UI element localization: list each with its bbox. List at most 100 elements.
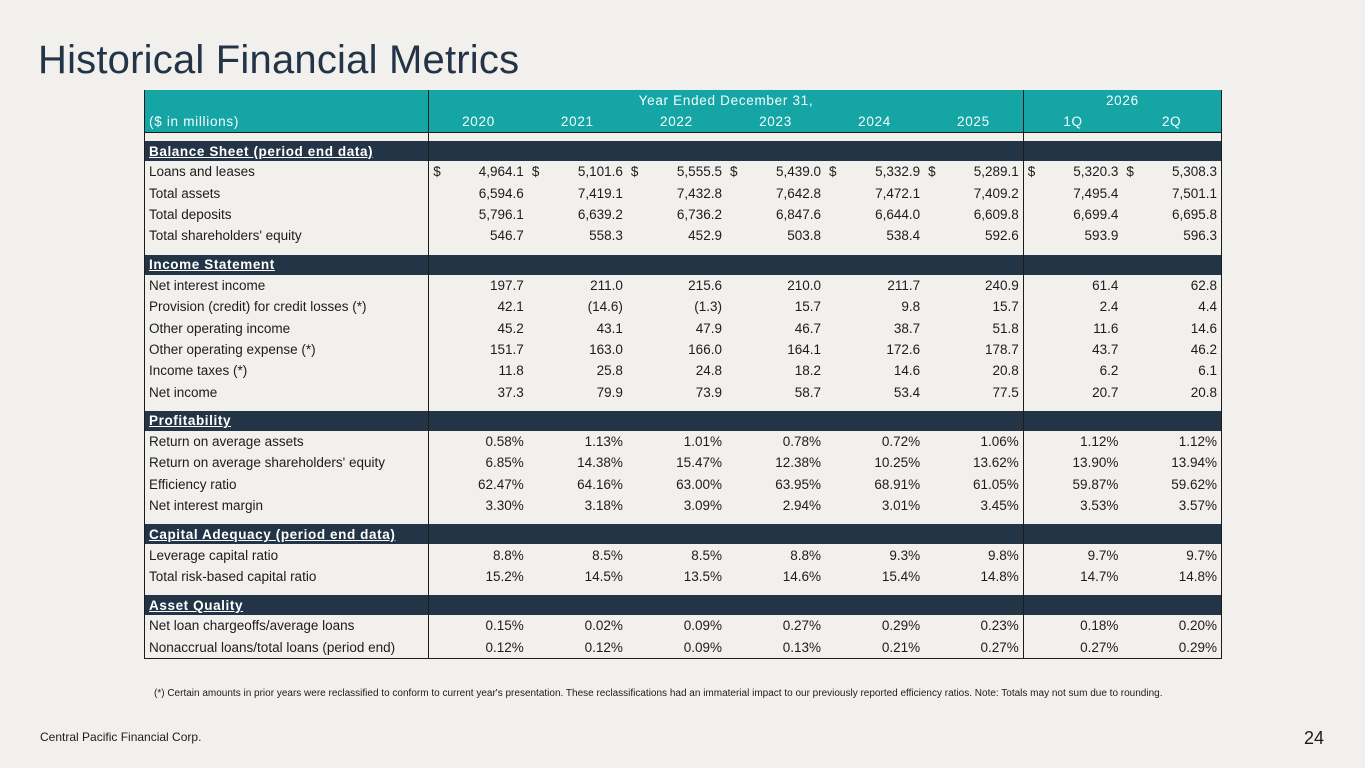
- value-cell: 62.8: [1122, 274, 1223, 296]
- value-cell: $5,320.3: [1022, 161, 1123, 183]
- value-cell: 53.4: [893, 384, 921, 400]
- value-cell: 0.27%: [782, 618, 822, 634]
- value-cell: 558.3: [589, 228, 623, 244]
- value-cell: 210.0: [787, 277, 822, 293]
- value-cell: 0.27%: [924, 636, 1024, 660]
- value-cell: 6,594.6: [428, 182, 528, 204]
- cell-value: 5,289.1: [973, 164, 1019, 180]
- header-interim-group: 2026: [1022, 90, 1223, 111]
- value-cell: 6,699.4: [1022, 203, 1123, 226]
- section-label: Asset Quality: [143, 595, 429, 616]
- value-cell: 6,847.6: [776, 206, 822, 222]
- value-cell: 5,796.1: [428, 203, 528, 226]
- value-cell: 0.27%: [1022, 636, 1123, 660]
- value-cell: 9.7%: [1022, 544, 1123, 566]
- value-cell: $5,101.6: [528, 161, 627, 182]
- cell-value: 5,332.9: [875, 164, 921, 180]
- header-blank-cell: [143, 90, 429, 111]
- value-cell: 3.30%: [428, 495, 528, 517]
- dollar-sign: $: [630, 164, 639, 180]
- dollar-sign: $: [531, 164, 540, 180]
- value-cell: 240.9: [984, 277, 1019, 293]
- table-row: Income taxes (*) 11.8 25.8 24.8 18.2 14.6 20.8…: [143, 360, 1223, 382]
- value-cell: 503.8: [787, 228, 822, 244]
- value-cell: 61.05%: [972, 476, 1019, 492]
- row-label: Efficiency ratio: [143, 473, 429, 496]
- value-cell: 64.16%: [577, 476, 623, 492]
- value-cell: 45.2: [428, 317, 528, 339]
- spacer-row: [143, 587, 1223, 596]
- cell-value: 5,308.3: [1171, 164, 1217, 180]
- value-cell: 0.12%: [527, 636, 627, 660]
- value-cell: 6,736.2: [676, 206, 722, 222]
- value-cell: 0.78%: [782, 434, 822, 450]
- section-header-row: Capital Adequacy (period end data): [143, 524, 1223, 545]
- value-cell: 11.6: [1022, 317, 1123, 339]
- dollar-value: $5,308.3: [1126, 164, 1217, 179]
- table-row: Total shareholders' equity 546.7 558.3 452.…: [143, 225, 1223, 247]
- value-cell: 0.18%: [1022, 615, 1123, 637]
- header-annual-group: Year Ended December 31,: [428, 90, 1024, 111]
- value-cell: 163.0: [589, 341, 623, 357]
- dollar-sign: $: [1027, 164, 1036, 180]
- cell-value: 5,320.3: [1073, 164, 1119, 180]
- value-cell: 7,409.2: [973, 185, 1019, 201]
- section-header-row: Profitability: [143, 410, 1223, 431]
- value-cell: 9.8: [901, 299, 921, 315]
- value-cell: 15.7: [992, 299, 1019, 315]
- value-cell: 197.7: [428, 274, 528, 296]
- value-cell: 61.4: [1022, 274, 1123, 296]
- value-cell: 77.5: [992, 384, 1019, 400]
- value-cell: 178.7: [984, 341, 1019, 357]
- value-cell: 13.62%: [972, 455, 1019, 471]
- dollar-value: $5,555.5: [631, 164, 722, 179]
- value-cell: 0.29%: [881, 618, 921, 634]
- value-cell: 4.4: [1122, 295, 1223, 318]
- value-cell: 166.0: [688, 341, 722, 357]
- value-cell: 15.4%: [881, 569, 921, 585]
- value-cell: 14.6: [1122, 317, 1223, 339]
- value-cell: 6.85%: [428, 452, 528, 474]
- value-cell: 20.7: [1022, 381, 1123, 403]
- row-label: Provision (credit) for credit losses (*): [143, 295, 429, 318]
- cell-value: 4,964.1: [478, 164, 524, 180]
- dollar-sign: $: [928, 164, 936, 180]
- value-cell: 1.06%: [980, 434, 1019, 450]
- value-cell: 0.12%: [428, 636, 528, 660]
- value-cell: 62.47%: [428, 473, 528, 496]
- value-cell: 1.12%: [1122, 430, 1223, 453]
- row-label: Total assets: [143, 182, 429, 204]
- cell-value: 5,101.6: [577, 164, 623, 180]
- value-cell: 13.5%: [683, 569, 722, 585]
- value-cell: 59.87%: [1022, 473, 1123, 496]
- value-cell: 63.95%: [775, 476, 822, 492]
- spacer-row: [143, 516, 1223, 525]
- value-cell: 8.5%: [592, 547, 623, 563]
- value-cell: 3.09%: [683, 498, 722, 514]
- table-row: Net interest margin 3.30% 3.18% 3.09% 2.94% 3…: [143, 495, 1223, 517]
- value-cell: 12.38%: [775, 455, 822, 471]
- value-cell: 58.7: [794, 384, 822, 400]
- row-label: Return on average assets: [143, 430, 429, 453]
- value-cell: 20.8: [1122, 381, 1223, 403]
- value-cell: 14.6%: [782, 569, 822, 585]
- value-cell: 215.6: [688, 277, 722, 293]
- value-cell: 63.00%: [676, 476, 722, 492]
- table-row: Nonaccrual loans/total loans (period end…: [143, 636, 1223, 660]
- value-cell: 151.7: [428, 338, 528, 361]
- value-cell: (14.6): [587, 299, 623, 315]
- value-cell: 6.2: [1022, 360, 1123, 382]
- dollar-sign: $: [729, 164, 738, 180]
- value-cell: 1.12%: [1022, 430, 1123, 453]
- quarter-header: 2Q: [1122, 111, 1223, 133]
- table-row: Total assets 6,594.6 7,419.1 7,432.8 7,642.8…: [143, 182, 1223, 204]
- value-cell: 1.13%: [584, 434, 623, 450]
- value-cell: 13.90%: [1022, 452, 1123, 474]
- section-header-row: Balance Sheet (period end data): [143, 141, 1223, 161]
- value-cell: 3.18%: [584, 498, 623, 514]
- value-cell: 596.3: [1122, 225, 1223, 247]
- dollar-value: $5,289.1: [928, 164, 1019, 179]
- dollar-sign: $: [829, 164, 837, 180]
- value-cell: 14.38%: [577, 455, 623, 471]
- value-cell: 13.94%: [1122, 452, 1223, 474]
